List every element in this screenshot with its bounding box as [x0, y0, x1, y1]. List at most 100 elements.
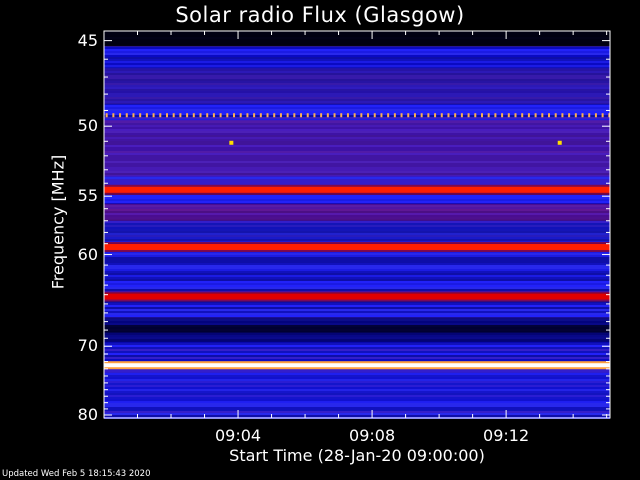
- band-dot: [474, 113, 477, 118]
- spectrum-row: [104, 313, 610, 315]
- spectrum-row: [104, 301, 610, 303]
- band-dot: [588, 113, 591, 118]
- spectrum-row: [104, 267, 610, 269]
- spectrum-row: [104, 65, 610, 67]
- band-dot: [313, 113, 316, 118]
- spectrum-row: [104, 111, 610, 113]
- band-dot: [608, 113, 611, 118]
- spectrum-row: [104, 405, 610, 407]
- band-dot: [594, 113, 597, 118]
- spectrum-row: [104, 261, 610, 263]
- band-dot: [145, 113, 148, 118]
- spectrum-row: [104, 117, 610, 119]
- spectrum-row: [104, 343, 610, 345]
- spectrum-row: [104, 109, 610, 111]
- spectrum-row: [104, 409, 610, 411]
- spectrum-row: [104, 401, 610, 403]
- band-dot: [407, 113, 410, 118]
- spectrum-row: [104, 195, 610, 197]
- band-dot: [568, 113, 571, 118]
- spectrum-row: [104, 399, 610, 401]
- spectrum-row: [104, 183, 610, 185]
- spectrum-row: [104, 67, 610, 69]
- band-dot: [574, 113, 577, 118]
- spectrum-row: [104, 381, 610, 383]
- chart-title: Solar radio Flux (Glasgow): [175, 3, 465, 27]
- band-dot: [521, 113, 524, 118]
- band-dot: [427, 113, 430, 118]
- band-dot: [434, 113, 437, 118]
- spectrum-row: [104, 371, 610, 373]
- band-dot: [233, 113, 236, 118]
- band-dot: [360, 113, 363, 118]
- spectrum-row: [104, 49, 610, 51]
- spectrum-row: [104, 279, 610, 281]
- band-dot: [139, 113, 142, 118]
- spectrum-row: [104, 379, 610, 381]
- band-dot: [212, 113, 215, 118]
- band-dot: [413, 113, 416, 118]
- spectrum-row: [104, 411, 610, 413]
- band-region: [104, 325, 610, 333]
- band-dot: [554, 113, 557, 118]
- spectrum-row: [104, 277, 610, 279]
- band-region: [104, 223, 610, 242]
- spectrum-row: [104, 305, 610, 307]
- band-dot: [246, 113, 249, 118]
- spectrum-row: [104, 415, 610, 417]
- band-dot: [199, 113, 202, 118]
- band-dot: [105, 113, 108, 118]
- band-dot: [179, 113, 182, 118]
- band-dot: [293, 113, 296, 118]
- band-dot: [326, 113, 329, 118]
- band-dot: [400, 113, 403, 118]
- band-dot: [507, 113, 510, 118]
- spectrum-row: [104, 387, 610, 389]
- spectrum-row: [104, 385, 610, 387]
- band-dot: [487, 113, 490, 118]
- spectrum-row: [104, 257, 610, 259]
- spectrum-row: [104, 263, 610, 265]
- spectrum-row: [104, 347, 610, 349]
- band-dot: [186, 113, 189, 118]
- band-dot: [125, 113, 128, 118]
- spectrum-row: [104, 345, 610, 347]
- band-dot: [286, 113, 289, 118]
- spectrum-row: [104, 315, 610, 317]
- spectrum-row: [104, 375, 610, 377]
- spectrum-row: [104, 285, 610, 287]
- spectrum-row: [104, 107, 610, 109]
- y-tick-label: 80: [77, 405, 98, 424]
- band-dot: [226, 113, 229, 118]
- band-dot: [266, 113, 269, 118]
- spectrum-row: [104, 181, 610, 183]
- y-tick-label: 60: [77, 244, 98, 264]
- band-dot: [420, 113, 423, 118]
- spectrum-row: [104, 251, 610, 253]
- x-tick-label: 09:04: [214, 426, 262, 445]
- band-dot: [501, 113, 504, 118]
- spectrum-row: [104, 403, 610, 405]
- spectrum-row: [104, 283, 610, 285]
- band-dot: [165, 113, 168, 118]
- band-dot: [527, 113, 530, 118]
- spectrum-row: [104, 59, 610, 61]
- spectrum-row: [104, 271, 610, 273]
- spectrum-row: [104, 397, 610, 399]
- spectrum-row: [104, 373, 610, 375]
- spectrum-row: [104, 275, 610, 277]
- band-dot: [447, 113, 450, 118]
- band-dot: [460, 113, 463, 118]
- y-tick-label: 50: [77, 116, 98, 136]
- band-dot: [333, 113, 336, 118]
- band-dot: [253, 113, 256, 118]
- y-tick-label: 45: [77, 30, 98, 50]
- band-dot: [306, 113, 309, 118]
- band-dot: [480, 113, 483, 118]
- spectrum-row: [104, 407, 610, 409]
- spectrum-row: [104, 221, 610, 223]
- band-dot: [454, 113, 457, 118]
- band-dot: [219, 113, 222, 118]
- band-dot: [373, 113, 376, 118]
- band-dot: [119, 113, 122, 118]
